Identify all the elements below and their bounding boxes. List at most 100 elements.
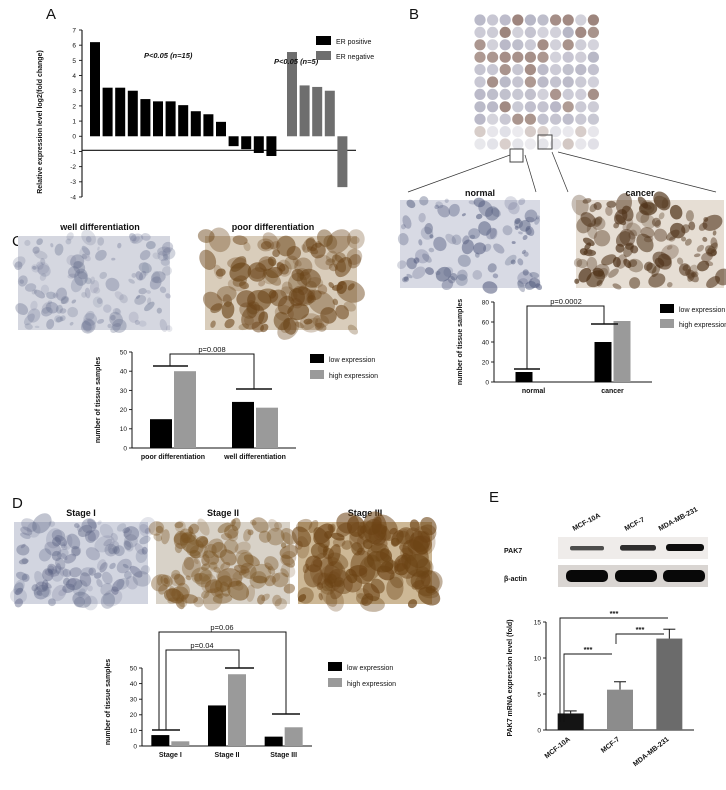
- panel-e-ytick: 5: [537, 691, 541, 698]
- tma-core: [537, 14, 549, 26]
- panel-a-legend-swatch-0: [316, 36, 331, 45]
- panel-d-caption-1: Stage II: [206, 508, 239, 518]
- blot-lane-label-0: MCF-10A: [572, 512, 602, 532]
- panel-c-ytick: 50: [120, 349, 128, 356]
- tma-core: [474, 64, 486, 76]
- tma-core: [550, 51, 562, 63]
- panel-a-bar-er-positive: [90, 42, 100, 137]
- tma-core: [550, 88, 562, 100]
- tma-core: [512, 88, 524, 100]
- tma-core: [537, 88, 549, 100]
- panel-a-bar-er-positive: [165, 101, 176, 137]
- tma-core: [550, 64, 562, 76]
- tma-core: [587, 138, 599, 150]
- panel-d-ytick: 10: [130, 728, 138, 735]
- tma-core: [487, 26, 499, 38]
- panel-d-ytick: 0: [133, 743, 137, 750]
- panel-c-legend-swatch-0: [310, 354, 324, 363]
- tma-core: [562, 51, 574, 63]
- panel-e-category-label: MCF-10A: [544, 736, 572, 760]
- panel-e-ytick: 0: [537, 727, 541, 734]
- panel-a-ytick: 4: [72, 73, 76, 80]
- tma-core: [562, 26, 574, 38]
- panel-b-connectors: [407, 151, 717, 193]
- tma-core: [550, 138, 562, 150]
- blot-band-pak7-lane0: [570, 546, 604, 551]
- tma-core: [524, 64, 536, 76]
- ihc-image-stage-i: [10, 513, 156, 611]
- panel-a-bar-er-positive: [102, 87, 113, 137]
- blot-band-actin-lane0: [566, 570, 608, 582]
- tma-core: [587, 126, 599, 138]
- tma-selection-cancer[interactable]: [537, 134, 553, 150]
- panel-a-ytick: 2: [72, 103, 76, 110]
- blot-lane-label-2: MDA-MB-231: [658, 506, 699, 532]
- panel-letter-c: C: [12, 233, 23, 250]
- tma-core: [562, 138, 574, 150]
- panel-a-ytick: -2: [70, 164, 76, 171]
- panel-a-annotation-2: P<0.05 (n=5): [274, 57, 319, 66]
- panel-d-ytick: 40: [130, 681, 138, 688]
- tma-core: [474, 113, 486, 125]
- tma-core: [562, 101, 574, 113]
- panel-e-category-label: MCF-7: [600, 736, 621, 755]
- panel-c-bar: [232, 401, 254, 448]
- panel-d-caption-0: Stage I: [66, 508, 96, 518]
- tma-core: [474, 76, 486, 88]
- panel-letter-b: B: [409, 6, 420, 23]
- tma-core: [499, 51, 511, 63]
- panel-d-pvalue-0: p=0.04: [190, 641, 213, 650]
- tma-core: [587, 14, 599, 26]
- tma-core: [474, 14, 486, 26]
- tma-core: [524, 101, 536, 113]
- tma-core: [562, 39, 574, 51]
- tma-core: [499, 76, 511, 88]
- panel-d-bar: [208, 705, 226, 746]
- panel-e-ylabel: PAK7 mRNA expression level (fold): [507, 619, 514, 736]
- panel-a-bar-er-positive: [190, 111, 201, 137]
- tma-core: [587, 64, 599, 76]
- panel-d-pvalue-1: p=0.06: [210, 623, 233, 632]
- western-blot: MCF-10A MCF-7 MDA-MB-231 PAK7 β-actin: [504, 506, 708, 587]
- tma-core: [537, 64, 549, 76]
- tma-core: [550, 113, 562, 125]
- tma-core: [499, 64, 511, 76]
- panel-c-ytick: 40: [120, 369, 128, 376]
- tma-core: [562, 113, 574, 125]
- panel-a-ytick: 3: [72, 88, 76, 95]
- panel-c-pvalue: p=0.008: [198, 345, 225, 354]
- tma-core: [537, 126, 549, 138]
- tma-core: [587, 101, 599, 113]
- panel-a-bar-er-negative: [299, 85, 310, 137]
- ihc-image-poor-differentiation: [197, 227, 365, 340]
- tma-selection-normal[interactable]: [509, 148, 524, 163]
- tma-core: [474, 51, 486, 63]
- tma-core: [575, 76, 587, 88]
- tma-core: [575, 51, 587, 63]
- tma-core: [474, 88, 486, 100]
- ihc-image-well-differentiation: [12, 229, 176, 334]
- blot-band-actin-lane2: [663, 570, 705, 582]
- panel-c-ytick: 0: [123, 445, 127, 452]
- tma-core: [575, 26, 587, 38]
- panel-d-ytick: 50: [130, 665, 138, 672]
- panel-a-bar-er-positive: [178, 105, 189, 137]
- tma-core: [512, 51, 524, 63]
- panel-a-bar-er-positive: [253, 136, 264, 153]
- tma-core: [537, 138, 549, 150]
- panel-d-bar: [284, 727, 303, 746]
- tma-core: [487, 113, 499, 125]
- tma-core: [562, 76, 574, 88]
- tma-core: [524, 51, 536, 63]
- tma-core: [587, 39, 599, 51]
- panel-d-bar: [228, 674, 246, 746]
- tma-core: [512, 64, 524, 76]
- panel-a-bar-er-positive: [153, 101, 163, 137]
- tma-core: [537, 26, 549, 38]
- tma-core: [587, 76, 599, 88]
- panel-a-bar-er-positive: [228, 136, 239, 147]
- tma-core: [512, 76, 524, 88]
- panel-a-bar-er-positive: [266, 136, 277, 157]
- tma-core: [499, 39, 511, 51]
- panel-e-ytick: 15: [534, 619, 542, 626]
